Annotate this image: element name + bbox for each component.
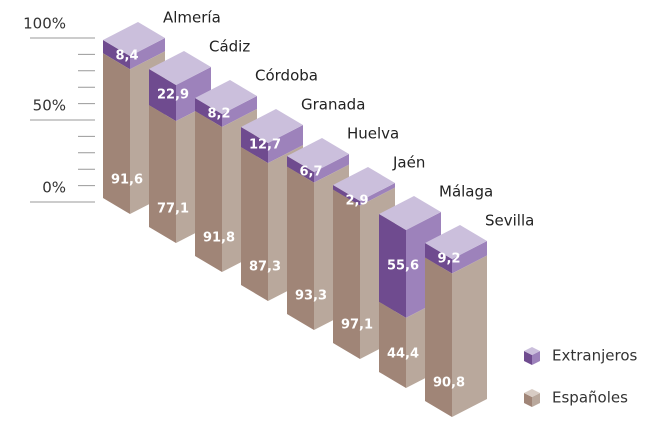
bar-front (195, 110, 222, 273)
bar-top (333, 167, 395, 201)
bar-front (287, 156, 314, 183)
bar-front (149, 105, 176, 243)
category-label: Cádiz (209, 38, 250, 56)
category-label: Almería (163, 9, 221, 27)
y-tick-label: 0% (42, 179, 66, 197)
bar-front (379, 214, 406, 318)
bar-front (103, 53, 130, 214)
bar-front (333, 189, 360, 359)
bar-side (314, 154, 349, 183)
value-label: 22,9 (157, 88, 189, 103)
legend-swatch (524, 351, 532, 365)
bar-side (360, 183, 395, 206)
value-label: 77,1 (157, 202, 189, 217)
y-tick-label: 100% (23, 15, 66, 33)
value-label: 91,8 (203, 231, 235, 246)
bar-front (333, 185, 360, 206)
bar-front (241, 147, 268, 301)
bar-side (452, 255, 487, 417)
bar-side (452, 241, 487, 274)
y-tick-label: 50% (33, 97, 66, 115)
bar-top (195, 80, 257, 114)
bar-top (425, 225, 487, 259)
value-label: 97,1 (341, 318, 373, 333)
value-label: 8,4 (115, 49, 138, 64)
bar-side (130, 38, 165, 70)
category-label: Jaén (392, 154, 425, 172)
legend-swatch (524, 389, 540, 397)
category-label: Granada (301, 96, 365, 114)
value-label: 2,9 (345, 194, 368, 209)
bar-front (103, 40, 130, 70)
legend-swatch (524, 393, 532, 407)
value-label: 44,4 (387, 347, 419, 362)
bar-front (425, 243, 452, 274)
bar-side (268, 125, 303, 164)
value-label: 9,2 (437, 252, 460, 267)
bar-front (241, 127, 268, 164)
bar-top (103, 22, 165, 56)
value-label: 90,8 (433, 376, 465, 391)
category-label: Málaga (439, 183, 493, 201)
value-label: 91,6 (111, 173, 143, 188)
category-label: Córdoba (255, 67, 318, 85)
bar-side (222, 96, 257, 127)
legend-label: Extranjeros (552, 347, 638, 365)
bar-top (241, 109, 303, 143)
legend-swatch (532, 393, 540, 407)
bar-front (195, 98, 222, 127)
value-label: 8,2 (207, 107, 230, 122)
bar-front (149, 69, 176, 122)
category-label: Huelva (347, 125, 399, 143)
value-label: 87,3 (249, 260, 281, 275)
legend-label: Españoles (552, 389, 628, 407)
bar-front (425, 257, 452, 417)
bar-top (149, 51, 211, 85)
legend-swatch (524, 347, 540, 355)
bar-top (379, 196, 441, 230)
value-label: 93,3 (295, 289, 327, 304)
bar-top (287, 138, 349, 172)
legend-swatch (532, 351, 540, 365)
value-label: 6,7 (299, 165, 322, 180)
category-label: Sevilla (485, 212, 534, 230)
value-label: 12,7 (249, 138, 281, 153)
bar-front (379, 301, 406, 388)
value-label: 55,6 (387, 258, 419, 273)
bar-front (287, 166, 314, 330)
